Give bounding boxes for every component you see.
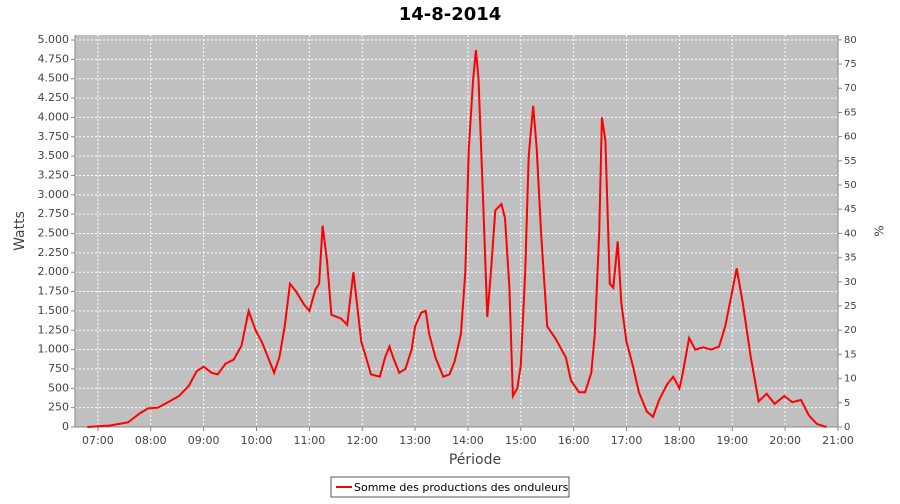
y-tick-label: 2.250	[38, 246, 70, 259]
x-tick-label: 18:00	[664, 434, 696, 447]
x-tick-label: 14:00	[452, 434, 484, 447]
y2-tick-label: 60	[844, 132, 857, 143]
y2-tick-label: 75	[844, 59, 857, 70]
y-tick-label: 2.750	[38, 207, 70, 220]
y-tick-label: 750	[48, 362, 69, 375]
y2-axis-label: %	[873, 225, 887, 236]
y2-tick-label: 0	[844, 422, 850, 433]
y2-tick-label: 50	[844, 180, 857, 191]
x-tick-label: 11:00	[294, 434, 326, 447]
legend-label: Somme des productions des onduleurs	[354, 481, 569, 494]
y-tick-label: 0	[62, 420, 69, 433]
y2-tick-label: 70	[844, 83, 857, 94]
y-tick-label: 4.250	[38, 91, 70, 104]
y-tick-label: 3.250	[38, 168, 70, 181]
x-tick-label: 08:00	[135, 434, 167, 447]
y-tick-label: 3.000	[38, 188, 70, 201]
y2-tick-label: 65	[844, 107, 857, 118]
x-tick-label: 20:00	[769, 434, 801, 447]
chart-title: 14-8-2014	[399, 4, 502, 25]
x-tick-label: 07:00	[82, 434, 114, 447]
y2-tick-label: 15	[844, 349, 857, 360]
y-tick-label: 1.250	[38, 323, 70, 336]
x-tick-label: 21:00	[822, 434, 854, 447]
y-tick-label: 5.000	[38, 33, 70, 46]
legend-box	[330, 476, 570, 498]
y-tick-label: 2.000	[38, 265, 70, 278]
x-tick-label: 12:00	[346, 434, 378, 447]
x-tick-label: 16:00	[558, 434, 590, 447]
y2-tick-label: 80	[844, 35, 857, 46]
y2-tick-label: 45	[844, 204, 857, 215]
x-tick-label: 17:00	[611, 434, 643, 447]
x-tick-label: 09:00	[188, 434, 220, 447]
line-series	[87, 50, 827, 428]
y2-tick-label: 35	[844, 253, 857, 264]
y-tick-label: 250	[48, 401, 69, 414]
y2-tick-label: 20	[844, 325, 857, 336]
y-tick-label: 1.750	[38, 285, 70, 298]
y-tick-label: 4.000	[38, 110, 70, 123]
y2-tick-label: 55	[844, 156, 857, 167]
y2-tick-label: 30	[844, 277, 857, 288]
y2-tick-label: 25	[844, 301, 857, 312]
plot-area	[75, 35, 838, 427]
x-tick-label: 10:00	[241, 434, 273, 447]
y2-tick-label: 5	[844, 398, 850, 409]
y-tick-label: 1.000	[38, 343, 70, 356]
y-tick-label: 1.500	[38, 304, 70, 317]
x-tick-label: 15:00	[505, 434, 537, 447]
y-tick-label: 4.750	[38, 52, 70, 65]
y-tick-label: 2.500	[38, 227, 70, 240]
y-axis-label: Watts	[12, 211, 28, 251]
y-tick-label: 4.500	[38, 72, 70, 85]
x-axis-label: Période	[449, 452, 501, 468]
y2-tick-label: 40	[844, 228, 857, 239]
x-tick-label: 13:00	[399, 434, 431, 447]
x-tick-label: 19:00	[716, 434, 748, 447]
y2-tick-label: 10	[844, 374, 857, 385]
y-tick-label: 500	[48, 381, 69, 394]
y-tick-label: 3.750	[38, 130, 70, 143]
y-tick-label: 3.500	[38, 149, 70, 162]
